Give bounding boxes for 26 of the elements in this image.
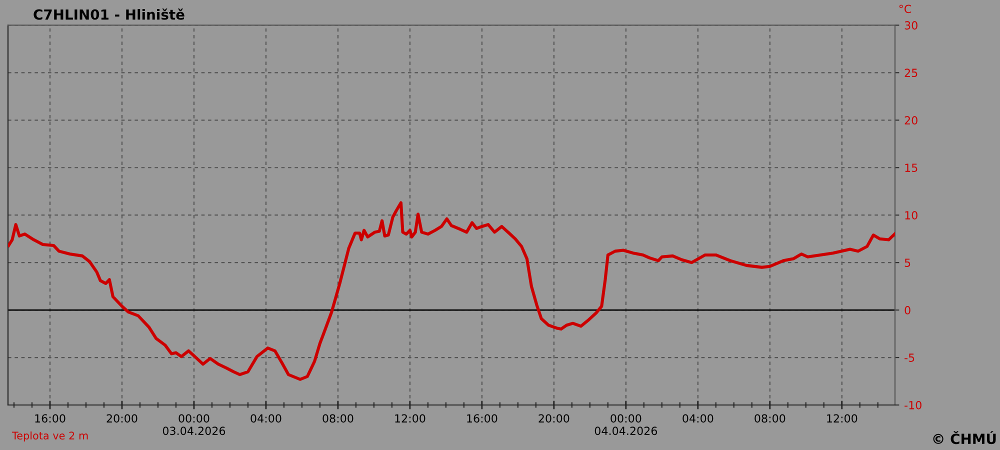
x-tick-label: 04:00: [250, 414, 282, 423]
x-tick-label: 08:00: [322, 414, 354, 423]
x-tick-label: 00:00 03.04.2026: [162, 414, 226, 436]
x-tick-label: 16:00: [35, 414, 66, 423]
x-tick-label: 00:00 04.04.2026: [594, 414, 658, 436]
chart-title: C7HLIN01 - Hliniště: [34, 8, 184, 20]
x-tick-label: 20:00: [106, 414, 138, 423]
y-tick-label: 25: [904, 68, 918, 78]
x-tick-label: 08:00: [754, 414, 786, 423]
x-tick-label: 04:00: [682, 414, 714, 423]
y-tick-label: 15: [905, 164, 918, 172]
x-tick-label: 16:00: [467, 414, 498, 423]
y-tick-label: -5: [904, 354, 914, 362]
y-tick-label: 20: [904, 116, 918, 125]
text: Teplota ve 2 m: [12, 431, 88, 442]
y-tick-label: 30: [904, 21, 918, 30]
x-tick-label: 12:00: [395, 414, 426, 423]
y-tick-label: 0: [904, 306, 910, 314]
y-tick-label: 5: [904, 258, 910, 267]
line-series: [8, 201, 895, 381]
x-tick-label: 20:00: [538, 414, 570, 423]
y-tick-label: 10: [905, 211, 918, 220]
text: © ČHMÚ: [933, 431, 996, 444]
x-tick-label: 12:00: [827, 414, 858, 423]
y-axis-title: °C: [899, 4, 912, 14]
y-tick-label: -10: [904, 400, 922, 410]
